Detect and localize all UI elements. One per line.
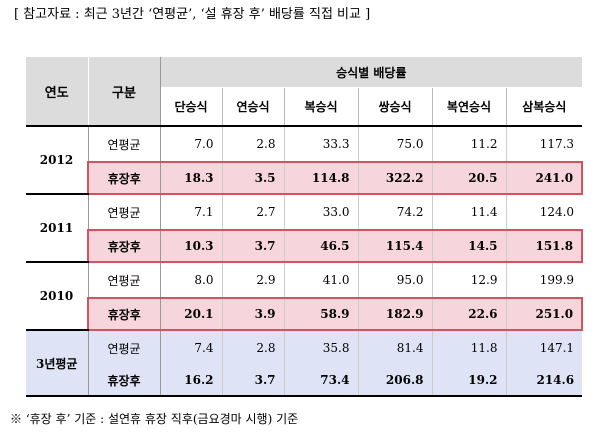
value-cell: 33.3 bbox=[283, 126, 358, 162]
value-cell: 214.6 bbox=[505, 365, 583, 397]
value-cell: 75.0 bbox=[357, 126, 432, 162]
table-row: 휴장후 16.2 3.7 73.4 206.8 19.2 214.6 bbox=[26, 365, 583, 397]
header-group: 승식별 배당률 bbox=[160, 57, 583, 88]
header-category: 구분 bbox=[88, 57, 161, 127]
row-label: 연평균 bbox=[88, 330, 161, 365]
year-cell: 2012 bbox=[26, 126, 89, 195]
value-cell: 14.5 bbox=[431, 229, 506, 263]
table-row: 휴장후 10.3 3.7 46.5 115.4 14.5 151.8 bbox=[26, 229, 584, 263]
value-cell: 33.0 bbox=[283, 194, 358, 230]
row-label: 휴장후 bbox=[88, 365, 161, 397]
value-cell: 73.4 bbox=[283, 365, 358, 397]
document-title: [ 참고자료 : 최근 3년간 ‘연평균’, ‘설 휴장 후’ 배당률 직접 비… bbox=[14, 7, 371, 22]
value-cell: 20.1 bbox=[160, 297, 222, 331]
header-column: 복연승식 bbox=[431, 87, 506, 127]
value-cell: 322.2 bbox=[357, 161, 432, 195]
value-cell: 95.0 bbox=[357, 262, 432, 298]
value-cell: 46.5 bbox=[283, 229, 358, 263]
value-cell: 182.9 bbox=[357, 297, 432, 331]
value-cell: 117.3 bbox=[505, 126, 583, 162]
value-cell: 3.5 bbox=[221, 161, 284, 195]
value-cell: 7.4 bbox=[160, 330, 222, 365]
value-cell: 22.6 bbox=[431, 297, 506, 331]
header-column: 쌍승식 bbox=[357, 87, 432, 127]
table-row: 2012 연평균 7.0 2.8 33.3 75.0 11.2 117.3 bbox=[26, 126, 583, 195]
row-label: 연평균 bbox=[88, 126, 161, 162]
value-cell: 7.1 bbox=[194, 205, 214, 219]
header-column: 복승식 bbox=[283, 87, 358, 127]
header-year: 연도 bbox=[26, 57, 89, 127]
value-cell: 151.8 bbox=[505, 229, 584, 263]
value-cell: 241.0 bbox=[505, 161, 584, 195]
value-cell: 11.2 bbox=[431, 126, 506, 162]
value-cell: 12.9 bbox=[431, 262, 506, 298]
table-row: 2011 연평균 7.1 2.7 33.0 74.2 11.4 124.0 bbox=[26, 194, 583, 263]
value-cell: 41.0 bbox=[283, 262, 358, 298]
value-cell: 2.8 bbox=[221, 330, 284, 365]
value-cell: 3.7 bbox=[221, 365, 284, 397]
value-cell: 20.5 bbox=[431, 161, 506, 195]
value-cell: 8.0 bbox=[194, 273, 214, 287]
value-cell: 251.0 bbox=[505, 297, 584, 331]
table-row: 휴장후 20.1 3.9 58.9 182.9 22.6 251.0 bbox=[26, 297, 584, 331]
table-row: 2010 연평균 8.0 2.9 41.0 95.0 12.9 199.9 bbox=[26, 262, 583, 331]
value-cell: 11.4 bbox=[431, 194, 506, 230]
value-cell: 2.7 bbox=[221, 194, 284, 230]
dividend-comparison-table: 연도 구분 승식별 배당률 단승식 연승식 복승식 쌍승식 복연승식 삼복승식 … bbox=[26, 57, 584, 397]
table-row: 3년평균 연평균 7.4 2.8 35.8 81.4 11.8 147.1 bbox=[26, 330, 583, 397]
row-label: 휴장후 bbox=[87, 161, 161, 195]
value-cell: 11.8 bbox=[431, 330, 506, 365]
value-cell: 81.4 bbox=[357, 330, 432, 365]
header-column: 삼복승식 bbox=[505, 87, 583, 127]
value-cell: 3.9 bbox=[221, 297, 284, 331]
value-cell: 2.8 bbox=[221, 126, 284, 162]
year-cell: 2010 bbox=[26, 262, 89, 331]
value-cell: 35.8 bbox=[283, 330, 358, 365]
year-cell: 2011 bbox=[26, 194, 89, 263]
row-label: 연평균 bbox=[88, 194, 161, 230]
value-cell: 206.8 bbox=[357, 365, 432, 397]
row-label: 휴장후 bbox=[87, 297, 161, 331]
value-cell: 124.0 bbox=[505, 194, 583, 230]
value-cell: 2.9 bbox=[221, 262, 284, 298]
value-cell: 19.2 bbox=[431, 365, 506, 397]
row-label: 연평균 bbox=[88, 262, 161, 298]
value-cell: 16.2 bbox=[160, 365, 222, 397]
value-cell: 74.2 bbox=[357, 194, 432, 230]
value-cell: 199.9 bbox=[505, 262, 583, 298]
value-cell: 114.8 bbox=[283, 161, 358, 195]
table-row: 휴장후 18.3 3.5 114.8 322.2 20.5 241.0 bbox=[26, 161, 584, 195]
header-column: 단승식 bbox=[160, 87, 222, 127]
value-cell: 7.0 bbox=[194, 137, 214, 151]
footnote: ※ ‘휴장 후’ 기준 : 설연휴 휴장 직후(금요경마 시행) 기준 bbox=[10, 412, 299, 426]
value-cell: 115.4 bbox=[357, 229, 432, 263]
value-cell: 18.3 bbox=[160, 161, 222, 195]
value-cell: 10.3 bbox=[160, 229, 222, 263]
value-cell: 58.9 bbox=[283, 297, 358, 331]
value-cell: 147.1 bbox=[505, 330, 583, 365]
row-label: 휴장후 bbox=[87, 229, 161, 263]
year-cell: 3년평균 bbox=[26, 330, 89, 397]
value-cell: 3.7 bbox=[221, 229, 284, 263]
header-column: 연승식 bbox=[221, 87, 284, 127]
